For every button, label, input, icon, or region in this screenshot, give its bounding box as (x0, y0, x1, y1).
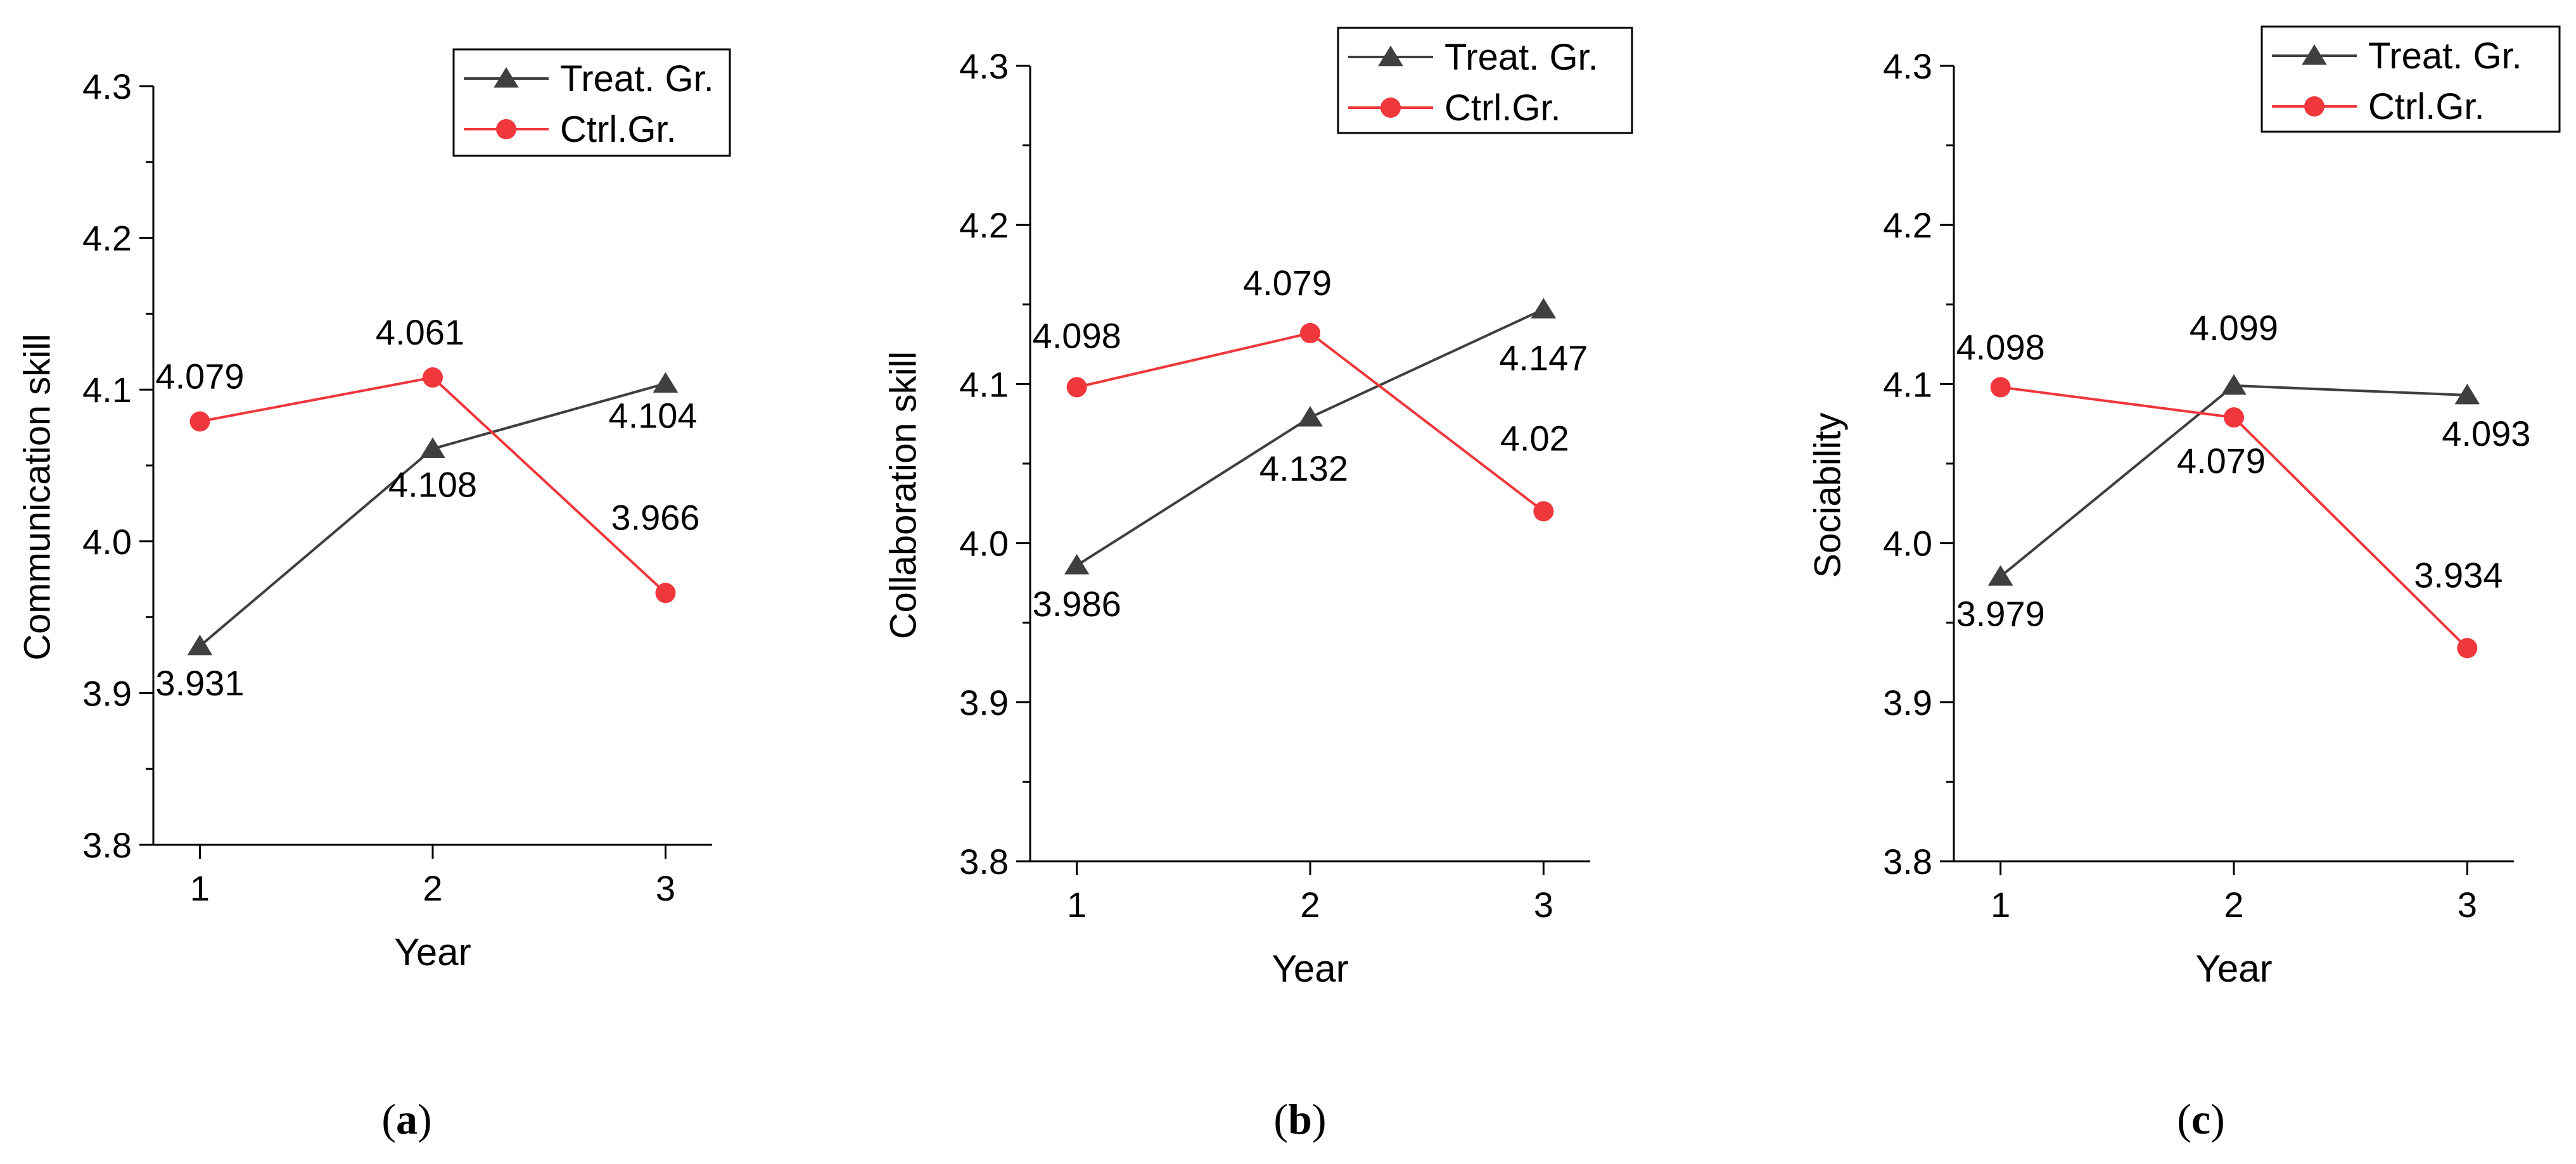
panel-label: (a) (381, 1095, 431, 1143)
data-point-ctrl (423, 367, 443, 388)
y-tick-label: 4.3 (1883, 46, 1932, 86)
legend-label-treat: Treat. Gr. (560, 58, 714, 99)
y-tick-label: 4.2 (959, 205, 1009, 245)
data-label: 4.098 (1956, 327, 2045, 367)
series-line-treat (1076, 308, 1545, 567)
x-axis-title: Year (394, 931, 471, 973)
legend-marker-ctrl (1380, 98, 1401, 118)
data-point-treat (1298, 406, 1323, 427)
data-label: 4.147 (1499, 338, 1588, 377)
data-point-treat (187, 635, 213, 655)
x-axis-title: Year (1272, 947, 1348, 990)
data-label: 3.934 (2414, 555, 2503, 595)
data-point-ctrl (189, 411, 210, 432)
y-tick-label: 3.9 (959, 683, 1009, 723)
data-point-treat (420, 437, 445, 459)
data-label: 3.931 (155, 663, 244, 703)
y-axis-title: Sociability (1807, 412, 1848, 578)
data-label: 4.079 (2177, 441, 2266, 481)
data-label: 4.132 (1259, 448, 1348, 488)
y-tick-label: 4.2 (82, 218, 132, 258)
data-label: 4.093 (2442, 414, 2530, 453)
data-point-treat (1531, 298, 1557, 319)
y-tick-label: 4.0 (959, 524, 1009, 564)
x-tick-label: 3 (1534, 885, 1553, 925)
data-label: 4.079 (1243, 263, 1332, 303)
legend-marker-ctrl (2304, 96, 2324, 117)
legend-marker-treat (494, 67, 519, 88)
y-tick-label: 4.3 (959, 46, 1009, 86)
chart-panel-a: 3.8 3.9 4.0 4.1 4.2 4.3 1 2 3 Year Communication s… (16, 48, 731, 1143)
legend-marker-ctrl (496, 119, 516, 139)
y-tick-label: 3.8 (82, 825, 132, 865)
y-tick-label: 3.8 (1883, 842, 1932, 882)
legend: Treat. Gr. Ctrl.Gr. (452, 48, 731, 157)
data-label: 4.02 (1500, 418, 1569, 458)
x-tick-label: 2 (423, 868, 442, 908)
y-tick-label: 3.9 (1883, 683, 1932, 723)
legend-label-ctrl: Ctrl.Gr. (2368, 86, 2485, 127)
data-point-treat (1987, 565, 2013, 586)
data-point-treat (2221, 374, 2247, 395)
x-tick-label: 3 (2458, 885, 2477, 925)
data-label: 4.061 (376, 312, 464, 352)
data-label: 4.079 (155, 357, 244, 396)
legend-label-treat: Treat. Gr. (2368, 35, 2522, 77)
data-point-ctrl (655, 583, 676, 604)
legend-marker-treat (1378, 46, 1403, 66)
y-tick-label: 3.9 (82, 673, 132, 713)
data-point-ctrl (2224, 407, 2244, 428)
y-axis-title: Communication skill (16, 334, 58, 661)
data-label: 3.979 (1956, 593, 2045, 633)
y-tick-label: 4.1 (959, 364, 1009, 404)
chart-panel-c: 3.8 3.9 4.0 4.1 4.2 4.3 1 2 3 Year Sociability 3.97… (1807, 25, 2561, 1143)
legend-label-treat: Treat. Gr. (1444, 37, 1598, 78)
y-tick-label: 4.2 (1883, 205, 1932, 245)
legend: Treat. Gr. Ctrl.Gr. (2260, 25, 2561, 133)
data-point-treat (1064, 554, 1090, 575)
x-tick-label: 2 (2224, 885, 2243, 925)
y-tick-label: 4.1 (82, 370, 132, 410)
data-point-ctrl (1300, 323, 1320, 344)
data-point-treat (653, 372, 679, 393)
y-tick-label: 4.0 (1883, 524, 1932, 564)
data-label: 3.986 (1033, 584, 1121, 624)
data-point-ctrl (1990, 377, 2011, 398)
x-tick-label: 2 (1300, 885, 1320, 925)
data-point-ctrl (1533, 501, 1554, 522)
data-point-ctrl (2457, 638, 2478, 659)
x-tick-label: 1 (190, 868, 210, 908)
y-tick-label: 4.1 (1883, 364, 1932, 404)
data-point-treat (2454, 383, 2480, 405)
y-tick-label: 3.8 (959, 842, 1009, 882)
data-label: 4.098 (1033, 315, 1121, 355)
data-label: 4.104 (608, 396, 697, 436)
data-label: 4.099 (2190, 308, 2278, 348)
series-line-treat (199, 382, 666, 647)
legend-marker-treat (2302, 44, 2327, 65)
data-label: 3.966 (611, 497, 699, 537)
y-axis-title: Collaboration skill (883, 351, 924, 640)
x-axis-title: Year (2195, 947, 2272, 990)
legend: Treat. Gr. Ctrl.Gr. (1337, 27, 1633, 134)
y-tick-label: 4.0 (82, 522, 132, 562)
x-tick-label: 1 (1067, 885, 1087, 925)
data-label: 4.108 (388, 465, 477, 505)
legend-label-ctrl: Ctrl.Gr. (1444, 87, 1561, 129)
data-point-ctrl (1066, 377, 1087, 398)
chart-panel-b: 3.8 3.9 4.0 4.1 4.2 4.3 1 2 3 Year Collaboration s… (883, 27, 1633, 1143)
x-tick-label: 3 (656, 868, 675, 908)
x-tick-label: 1 (1991, 885, 2010, 925)
legend-box (452, 48, 731, 157)
y-tick-label: 4.3 (82, 66, 132, 106)
panel-label: (c) (2177, 1095, 2225, 1143)
panel-label: (b) (1273, 1095, 1326, 1143)
legend-label-ctrl: Ctrl.Gr. (560, 109, 677, 150)
